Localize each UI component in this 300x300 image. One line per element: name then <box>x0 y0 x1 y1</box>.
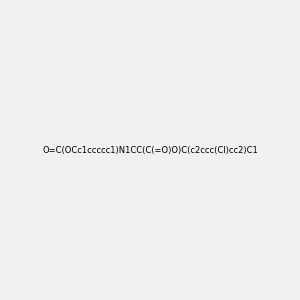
Text: O=C(OCc1ccccc1)N1CC(C(=O)O)C(c2ccc(Cl)cc2)C1: O=C(OCc1ccccc1)N1CC(C(=O)O)C(c2ccc(Cl)cc… <box>42 146 258 154</box>
